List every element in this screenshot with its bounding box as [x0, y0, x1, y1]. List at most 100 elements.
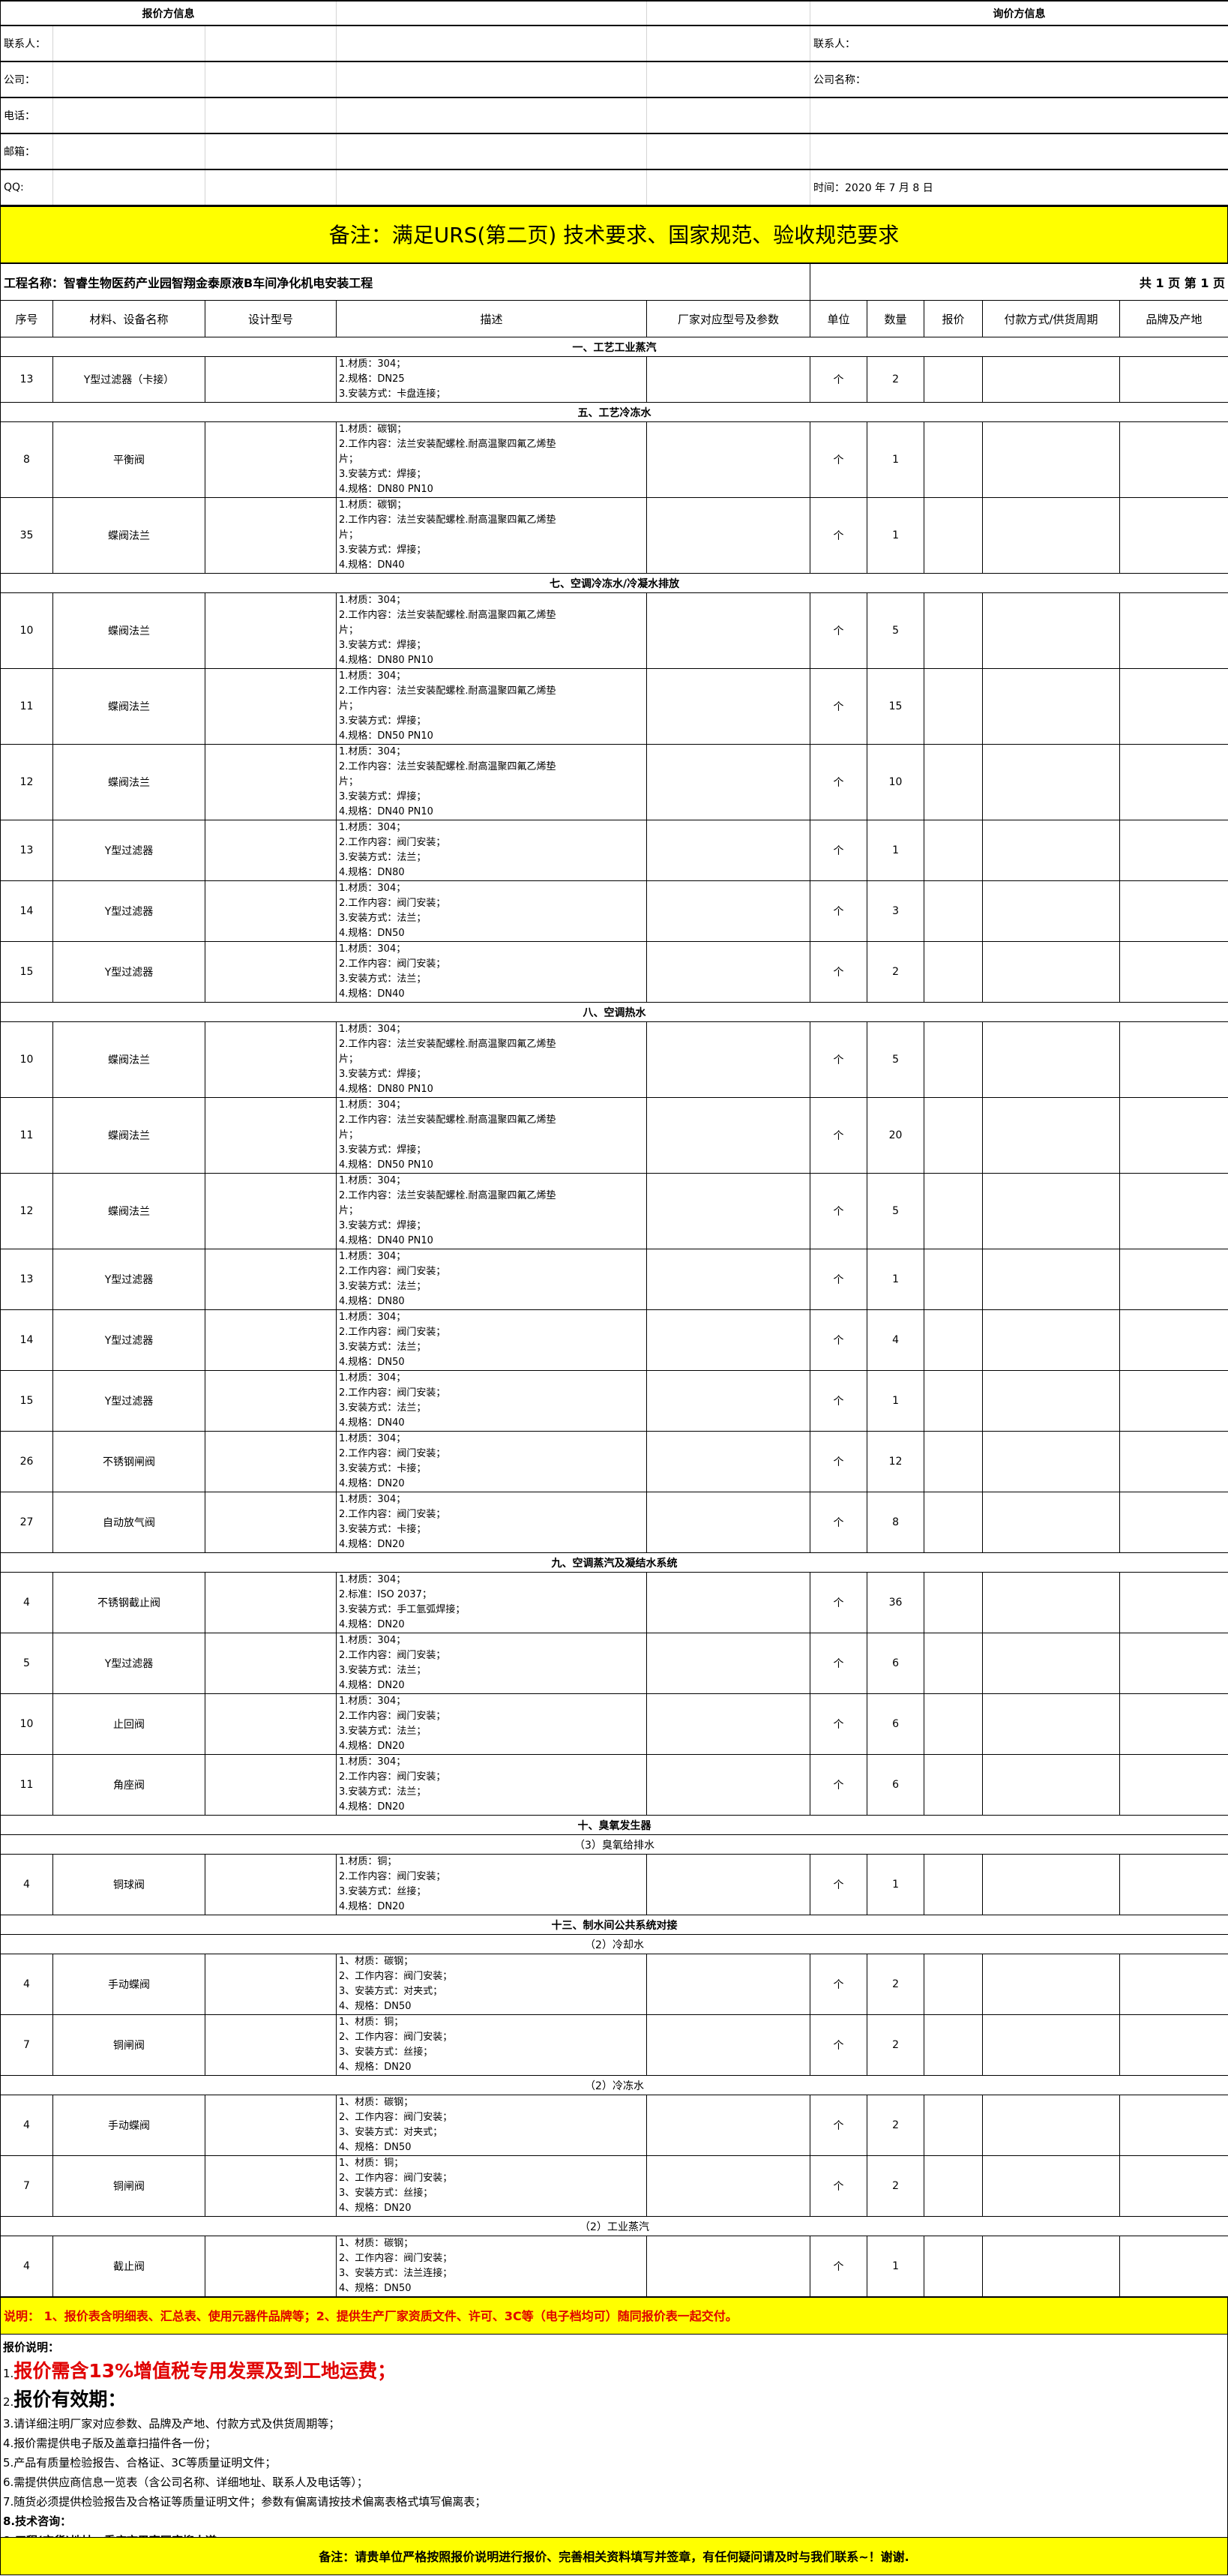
item-number[interactable]: 7 [1, 2156, 53, 2217]
item-quantity[interactable]: 6 [867, 1755, 924, 1816]
quoter-field-input[interactable] [647, 97, 810, 133]
item-number[interactable]: 11 [1, 669, 53, 745]
design-model-cell[interactable] [205, 422, 337, 498]
brand-origin-cell[interactable] [1120, 2236, 1228, 2297]
item-name[interactable]: 不锈钢闸阀 [53, 1432, 205, 1492]
price-cell[interactable] [924, 1310, 983, 1371]
design-model-cell[interactable] [205, 593, 337, 669]
manufacturer-model-cell[interactable] [647, 2015, 810, 2076]
item-description[interactable]: 1.材质：304；2.工作内容：法兰安装配螺栓.耐高温聚四氟乙烯垫片；3.安装方… [337, 1174, 647, 1249]
design-model-cell[interactable] [205, 881, 337, 942]
item-number[interactable]: 14 [1, 881, 53, 942]
item-number[interactable]: 26 [1, 1432, 53, 1492]
inquirer-field[interactable]: 公司名称： [810, 61, 1228, 97]
item-quantity[interactable]: 6 [867, 1633, 924, 1694]
design-model-cell[interactable] [205, 669, 337, 745]
payment-terms-cell[interactable] [983, 669, 1120, 745]
item-description[interactable]: 1.材质：304；2.工作内容：阀门安装；3.安装方式：法兰；4.规格：DN80 [337, 820, 647, 881]
quoter-field-input[interactable] [337, 61, 647, 97]
price-cell[interactable] [924, 498, 983, 574]
inquirer-field[interactable]: 联系人： [810, 25, 1228, 61]
item-number[interactable]: 11 [1, 1755, 53, 1816]
price-cell[interactable] [924, 422, 983, 498]
price-cell[interactable] [924, 1249, 983, 1310]
quoter-field-input[interactable] [337, 25, 647, 61]
brand-origin-cell[interactable] [1120, 1371, 1228, 1432]
payment-terms-cell[interactable] [983, 2015, 1120, 2076]
design-model-cell[interactable] [205, 1022, 337, 1098]
item-quantity[interactable]: 1 [867, 820, 924, 881]
item-name[interactable]: 蝶阀法兰 [53, 1174, 205, 1249]
item-number[interactable]: 7 [1, 2015, 53, 2076]
item-unit[interactable]: 个 [810, 2015, 867, 2076]
payment-terms-cell[interactable] [983, 357, 1120, 403]
item-quantity[interactable]: 2 [867, 357, 924, 403]
item-quantity[interactable]: 5 [867, 1174, 924, 1249]
brand-origin-cell[interactable] [1120, 1694, 1228, 1755]
price-cell[interactable] [924, 1954, 983, 2015]
item-quantity[interactable]: 10 [867, 745, 924, 820]
design-model-cell[interactable] [205, 1855, 337, 1915]
item-number[interactable]: 4 [1, 2236, 53, 2297]
price-cell[interactable] [924, 2095, 983, 2156]
brand-origin-cell[interactable] [1120, 1573, 1228, 1633]
payment-terms-cell[interactable] [983, 1022, 1120, 1098]
manufacturer-model-cell[interactable] [647, 1022, 810, 1098]
brand-origin-cell[interactable] [1120, 1249, 1228, 1310]
item-name[interactable]: Y型过滤器 [53, 1310, 205, 1371]
blank-cell[interactable] [647, 1, 810, 25]
price-cell[interactable] [924, 1694, 983, 1755]
design-model-cell[interactable] [205, 2156, 337, 2217]
item-unit[interactable]: 个 [810, 1694, 867, 1755]
item-quantity[interactable]: 2 [867, 1954, 924, 2015]
item-name[interactable]: 蝶阀法兰 [53, 1098, 205, 1174]
item-description[interactable]: 1.材质：铜；2.工作内容：阀门安装；3.安装方式：丝接；4.规格：DN20 [337, 1855, 647, 1915]
price-cell[interactable] [924, 1633, 983, 1694]
manufacturer-model-cell[interactable] [647, 1855, 810, 1915]
manufacturer-model-cell[interactable] [647, 669, 810, 745]
quoter-field-input[interactable] [53, 25, 205, 61]
item-quantity[interactable]: 1 [867, 1855, 924, 1915]
manufacturer-model-cell[interactable] [647, 745, 810, 820]
price-cell[interactable] [924, 669, 983, 745]
payment-terms-cell[interactable] [983, 2236, 1120, 2297]
design-model-cell[interactable] [205, 1432, 337, 1492]
item-unit[interactable]: 个 [810, 1755, 867, 1816]
item-name[interactable]: 蝶阀法兰 [53, 745, 205, 820]
item-quantity[interactable]: 2 [867, 942, 924, 1003]
quoter-field-input[interactable] [53, 61, 205, 97]
item-quantity[interactable]: 3 [867, 881, 924, 942]
manufacturer-model-cell[interactable] [647, 1310, 810, 1371]
manufacturer-model-cell[interactable] [647, 942, 810, 1003]
quoter-field-input[interactable] [205, 61, 337, 97]
item-name[interactable]: Y型过滤器 [53, 1633, 205, 1694]
item-name[interactable]: Y型过滤器 [53, 820, 205, 881]
item-quantity[interactable]: 15 [867, 669, 924, 745]
brand-origin-cell[interactable] [1120, 1755, 1228, 1816]
item-number[interactable]: 4 [1, 1573, 53, 1633]
blank-cell[interactable] [337, 1, 647, 25]
item-unit[interactable]: 个 [810, 745, 867, 820]
design-model-cell[interactable] [205, 498, 337, 574]
manufacturer-model-cell[interactable] [647, 593, 810, 669]
payment-terms-cell[interactable] [983, 593, 1120, 669]
price-cell[interactable] [924, 1755, 983, 1816]
item-description[interactable]: 1.材质：304；2.标准：ISO 2037；3.安装方式：手工氩弧焊接；4.规… [337, 1573, 647, 1633]
manufacturer-model-cell[interactable] [647, 1371, 810, 1432]
design-model-cell[interactable] [205, 1174, 337, 1249]
item-number[interactable]: 4 [1, 2095, 53, 2156]
item-quantity[interactable]: 5 [867, 1022, 924, 1098]
payment-terms-cell[interactable] [983, 745, 1120, 820]
payment-terms-cell[interactable] [983, 881, 1120, 942]
brand-origin-cell[interactable] [1120, 2095, 1228, 2156]
item-unit[interactable]: 个 [810, 942, 867, 1003]
item-description[interactable]: 1.材质：304；2.工作内容：阀门安装；3.安装方式：法兰；4.规格：DN50 [337, 1310, 647, 1371]
payment-terms-cell[interactable] [983, 1492, 1120, 1553]
brand-origin-cell[interactable] [1120, 1954, 1228, 2015]
price-cell[interactable] [924, 745, 983, 820]
item-description[interactable]: 1.材质：304；2.工作内容：法兰安装配螺栓.耐高温聚四氟乙烯垫片；3.安装方… [337, 745, 647, 820]
item-quantity[interactable]: 5 [867, 593, 924, 669]
brand-origin-cell[interactable] [1120, 745, 1228, 820]
item-description[interactable]: 1.材质：碳钢；2.工作内容：法兰安装配螺栓.耐高温聚四氟乙烯垫片；3.安装方式… [337, 422, 647, 498]
item-name[interactable]: Y型过滤器 [53, 1249, 205, 1310]
